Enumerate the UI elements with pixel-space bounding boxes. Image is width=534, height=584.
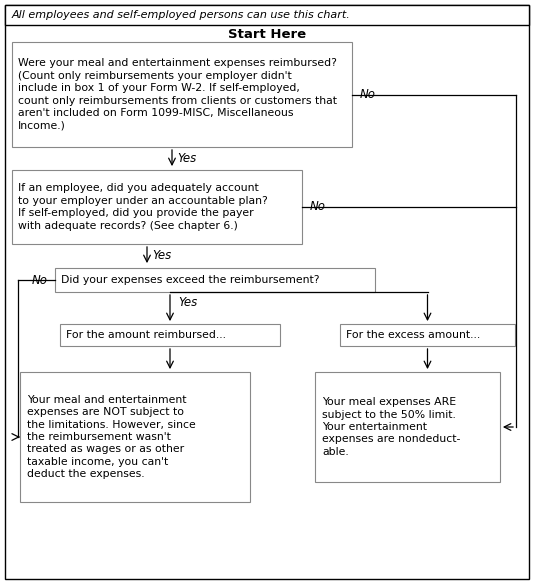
Text: No: No bbox=[310, 200, 326, 214]
Text: Start Here: Start Here bbox=[228, 27, 306, 40]
Bar bbox=[60, 324, 280, 346]
Text: For the amount reimbursed...: For the amount reimbursed... bbox=[66, 330, 226, 340]
Text: Your meal expenses ARE
subject to the 50% limit.
Your entertainment
expenses are: Your meal expenses ARE subject to the 50… bbox=[322, 397, 460, 457]
Bar bbox=[12, 42, 352, 147]
Bar bbox=[55, 268, 375, 292]
Bar bbox=[340, 324, 515, 346]
Text: Yes: Yes bbox=[177, 152, 197, 165]
Bar bbox=[315, 372, 500, 482]
Text: Yes: Yes bbox=[152, 249, 171, 262]
Text: No: No bbox=[360, 88, 376, 101]
Text: Did your expenses exceed the reimbursement?: Did your expenses exceed the reimburseme… bbox=[61, 275, 319, 285]
Text: Yes: Yes bbox=[178, 296, 197, 309]
Text: If an employee, did you adequately account
to your employer under an accountable: If an employee, did you adequately accou… bbox=[18, 183, 268, 231]
Bar bbox=[20, 372, 250, 502]
Text: All employees and self-employed persons can use this chart.: All employees and self-employed persons … bbox=[12, 10, 351, 20]
Text: No: No bbox=[32, 273, 48, 287]
Text: Your meal and entertainment
expenses are NOT subject to
the limitations. However: Your meal and entertainment expenses are… bbox=[27, 395, 196, 479]
Text: Were your meal and entertainment expenses reimbursed?
(Count only reimbursements: Were your meal and entertainment expense… bbox=[18, 58, 337, 130]
Bar bbox=[5, 5, 529, 25]
Bar bbox=[12, 170, 302, 244]
Text: For the excess amount...: For the excess amount... bbox=[346, 330, 480, 340]
